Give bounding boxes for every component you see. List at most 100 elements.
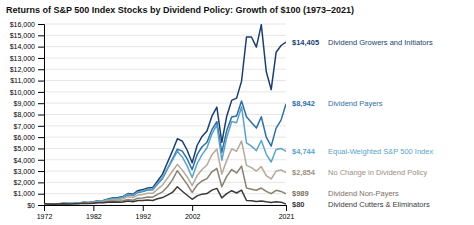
tick-label: $9,000 [14,100,36,107]
series-line [44,187,286,205]
tick-mark [38,24,44,25]
tick-label: $2,000 [14,179,36,186]
chart: Returns of S&P 500 Index Stocks by Divid… [0,0,474,225]
annotation-label: No Change in Dividend Policy [328,168,427,177]
tick: 1972 [37,205,53,220]
tick-mark [38,47,44,48]
tick-mark [38,69,44,70]
tick: $15,000 [10,32,44,39]
grid [44,24,286,205]
tick-mark [38,137,44,138]
y-axis: $0 $1,000 $2,000 $3,000 $4,000 $5,000 $6,000 $7… [10,21,45,209]
tick: $7,000 [14,123,44,130]
tick: $0 [27,202,44,209]
series-line [44,107,286,204]
tick: $13,000 [10,55,44,62]
grid-line [44,24,286,25]
annotation-label: Dividend Growers and Initiators [328,38,433,47]
annotation-value: $2,854 [292,168,316,177]
plot: $0 $1,000 $2,000 $3,000 $4,000 $5,000 $6,000 $7… [10,21,295,220]
annotation-value: $14,405 [292,38,319,47]
annotations: $14,405 Dividend Growers and Initiators $8… [292,38,433,209]
grid-line [44,46,286,47]
annotation-label: Dividend Cutters & Eliminators [328,200,430,209]
x-axis: 1972 1982 1992 2002 2021 [37,205,295,220]
tick-label: 1992 [135,213,151,220]
tick-label: $12,000 [10,66,35,73]
grid-line [44,80,286,81]
annotation: $989 Dividend Non-Payers [292,189,399,198]
tick: 1982 [86,205,102,220]
grid-line [44,193,286,194]
tick-label: $3,000 [14,168,36,175]
grid-line [44,91,286,92]
tick-label: $16,000 [10,21,35,28]
tick-label: $6,000 [14,134,36,141]
series-line [44,101,286,204]
annotation-label: Dividend Payers [328,99,383,108]
grid-line [44,114,286,115]
annotation-label: Dividend Non-Payers [328,189,399,198]
tick: $10,000 [10,89,44,96]
tick: $4,000 [14,156,44,163]
tick-label: 1972 [37,213,53,220]
tick-label: $11,000 [10,77,35,84]
annotation-value: $8,942 [292,99,315,108]
grid-line [44,69,286,70]
tick-label: $15,000 [10,32,35,39]
tick-label: $4,000 [14,156,36,163]
tick-mark [93,205,94,211]
tick: $9,000 [14,100,44,107]
annotation: $2,854 No Change in Dividend Policy [292,168,427,177]
annotation: $80 Dividend Cutters & Eliminators [292,200,430,209]
axis-domain [45,206,287,212]
tick-mark [38,58,44,59]
tick-label: 2021 [279,213,295,220]
tick: $2,000 [14,179,44,186]
annotation: $14,405 Dividend Growers and Initiators [292,38,433,47]
annotation-value: $989 [292,189,309,198]
tick-mark [38,126,44,127]
tick-mark [38,81,44,82]
grid-line [44,57,286,58]
annotation-value: $4,744 [292,147,316,156]
axis-domain [38,25,45,206]
series-line [44,166,286,204]
tick-mark [38,92,44,93]
tick-mark [143,205,144,211]
annotation: $4,744 Equal-Weighted S&P 500 Index [292,147,433,156]
annotation-label: Equal-Weighted S&P 500 Index [328,147,433,156]
grid-line [44,148,286,149]
grid-line [44,35,286,36]
tick-label: 2002 [185,213,201,220]
title: Returns of S&P 500 Index Stocks by Divid… [6,5,354,15]
tick: $11,000 [10,77,44,84]
annotation-value: $80 [292,200,305,209]
tick-mark [286,205,287,211]
tick-label: $7,000 [14,123,36,130]
tick-label: 1982 [86,213,102,220]
tick-label: $10,000 [10,89,35,96]
tick-mark [38,103,44,104]
tick-mark [38,148,44,149]
tick: $3,000 [14,168,44,175]
tick: $6,000 [14,134,44,141]
tick: $14,000 [10,43,44,50]
annotation: $8,942 Dividend Payers [292,99,383,108]
tick-label: $13,000 [10,55,35,62]
tick-label: $5,000 [14,145,36,152]
tick-mark [38,160,44,161]
tick-mark [38,171,44,172]
grid-line [44,125,286,126]
tick-mark [38,182,44,183]
tick-label: $8,000 [14,111,36,118]
tick-mark [38,115,44,116]
tick: 2002 [185,205,201,220]
series-line [44,141,286,204]
tick-mark [38,194,44,195]
tick: 1992 [135,205,151,220]
tick-mark [38,205,44,206]
tick-label: $1,000 [14,190,36,197]
tick: $5,000 [14,145,44,152]
tick-mark [38,35,44,36]
